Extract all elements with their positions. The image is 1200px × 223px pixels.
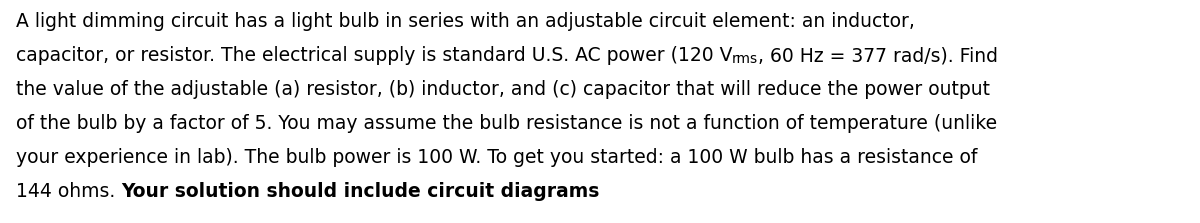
Text: , 60 Hz = 377 rad/s). Find: , 60 Hz = 377 rad/s). Find: [758, 46, 998, 65]
Text: the value of the adjustable (a) resistor, (b) inductor, and (c) capacitor that w: the value of the adjustable (a) resistor…: [16, 80, 990, 99]
Text: capacitor, or resistor. The electrical supply is standard U.S. AC power (120 V: capacitor, or resistor. The electrical s…: [16, 46, 732, 65]
Text: rms: rms: [732, 52, 758, 66]
Text: Your solution should include circuit diagrams: Your solution should include circuit dia…: [121, 182, 599, 201]
Text: 144 ohms.: 144 ohms.: [16, 182, 121, 201]
Text: your experience in lab). The bulb power is 100 W. To get you started: a 100 W bu: your experience in lab). The bulb power …: [16, 148, 977, 167]
Text: A light dimming circuit has a light bulb in series with an adjustable circuit el: A light dimming circuit has a light bulb…: [16, 12, 914, 31]
Text: of the bulb by a factor of 5. You may assume the bulb resistance is not a functi: of the bulb by a factor of 5. You may as…: [16, 114, 997, 133]
